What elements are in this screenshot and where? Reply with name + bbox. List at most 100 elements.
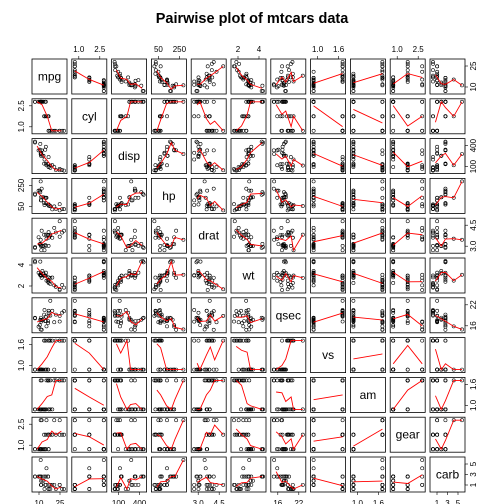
data-point	[435, 248, 440, 253]
data-point	[153, 338, 158, 343]
data-point	[271, 148, 276, 153]
data-point	[391, 308, 396, 313]
data-point	[290, 165, 295, 169]
data-point	[340, 61, 345, 66]
data-point	[380, 327, 385, 332]
data-point	[129, 179, 134, 184]
data-point	[240, 367, 245, 372]
data-point	[311, 225, 316, 230]
panel-frame	[310, 58, 347, 95]
data-point	[391, 367, 396, 372]
data-point	[443, 407, 448, 412]
data-point	[207, 78, 212, 83]
data-point	[127, 269, 132, 273]
data-point	[209, 284, 214, 289]
data-point	[234, 228, 239, 233]
data-point	[101, 323, 106, 328]
data-point	[48, 378, 53, 383]
data-point	[311, 269, 316, 273]
data-point	[113, 207, 118, 211]
data-point	[46, 487, 51, 491]
data-point	[211, 327, 216, 332]
data-point	[431, 284, 435, 289]
data-point	[214, 204, 219, 209]
panel-frame	[310, 376, 347, 413]
smoother-line	[116, 432, 143, 451]
data-point	[431, 281, 435, 285]
top-tick-label-gear: 1.0	[392, 45, 404, 54]
data-point	[435, 75, 440, 80]
data-point	[249, 447, 254, 452]
data-point	[101, 142, 106, 146]
data-point	[439, 244, 444, 248]
data-point	[38, 367, 43, 372]
data-point	[156, 298, 161, 303]
right-tick-label-drat: 3.0	[469, 240, 478, 252]
data-point	[165, 324, 169, 329]
data-point	[246, 308, 251, 312]
panel-frame	[230, 58, 267, 95]
data-point	[221, 208, 226, 213]
data-point	[340, 474, 345, 479]
smoother-line	[37, 229, 62, 245]
data-point	[87, 474, 92, 479]
data-point	[169, 245, 174, 249]
data-point	[275, 195, 280, 200]
data-point	[132, 327, 137, 332]
data-point	[57, 418, 62, 423]
data-point	[153, 60, 158, 64]
data-point	[351, 298, 356, 303]
data-point	[46, 338, 51, 343]
data-point	[443, 242, 448, 246]
data-point	[156, 367, 161, 372]
data-point	[158, 418, 163, 423]
panel-qsec-vs-cyl	[71, 297, 108, 334]
panel-frame	[270, 98, 307, 135]
data-point	[240, 321, 245, 325]
data-point	[280, 244, 285, 248]
data-point	[198, 190, 203, 195]
data-point	[435, 99, 440, 104]
data-point	[214, 482, 219, 487]
data-point	[280, 128, 284, 133]
data-point	[159, 79, 164, 84]
data-point	[87, 308, 92, 312]
panel-cyl-vs-drat	[190, 98, 227, 135]
data-point	[46, 230, 51, 235]
data-point	[340, 283, 345, 287]
data-point	[196, 482, 201, 487]
smoother-line	[392, 73, 423, 85]
panel-qsec-vs-vs	[310, 297, 347, 334]
smoother-line	[353, 353, 383, 360]
data-point	[87, 163, 92, 168]
data-point	[39, 315, 43, 320]
data-point	[53, 487, 58, 491]
data-point	[205, 288, 210, 292]
left-tick-label-cyl: 2.5	[17, 100, 26, 112]
panel-frame	[71, 337, 108, 374]
smoother-line	[74, 70, 104, 86]
data-point	[249, 235, 254, 240]
data-point	[62, 487, 66, 491]
data-point	[197, 151, 202, 156]
data-point	[279, 204, 284, 209]
data-point	[152, 338, 157, 343]
data-point	[300, 432, 305, 437]
data-point	[380, 179, 385, 184]
panel-carb-vs-disp	[111, 456, 147, 493]
data-point	[239, 308, 243, 313]
data-point	[221, 64, 226, 69]
data-point	[36, 235, 41, 240]
data-point	[203, 163, 208, 168]
data-point	[236, 128, 241, 133]
right-tick-label-drat: 4.5	[469, 219, 478, 231]
data-point	[244, 474, 249, 479]
data-point	[249, 482, 254, 487]
data-point	[72, 73, 77, 78]
panel-wt-vs-vs	[310, 257, 347, 294]
data-point	[157, 248, 162, 253]
data-point	[129, 482, 134, 487]
data-point	[340, 273, 345, 278]
smoother-line	[74, 432, 105, 446]
